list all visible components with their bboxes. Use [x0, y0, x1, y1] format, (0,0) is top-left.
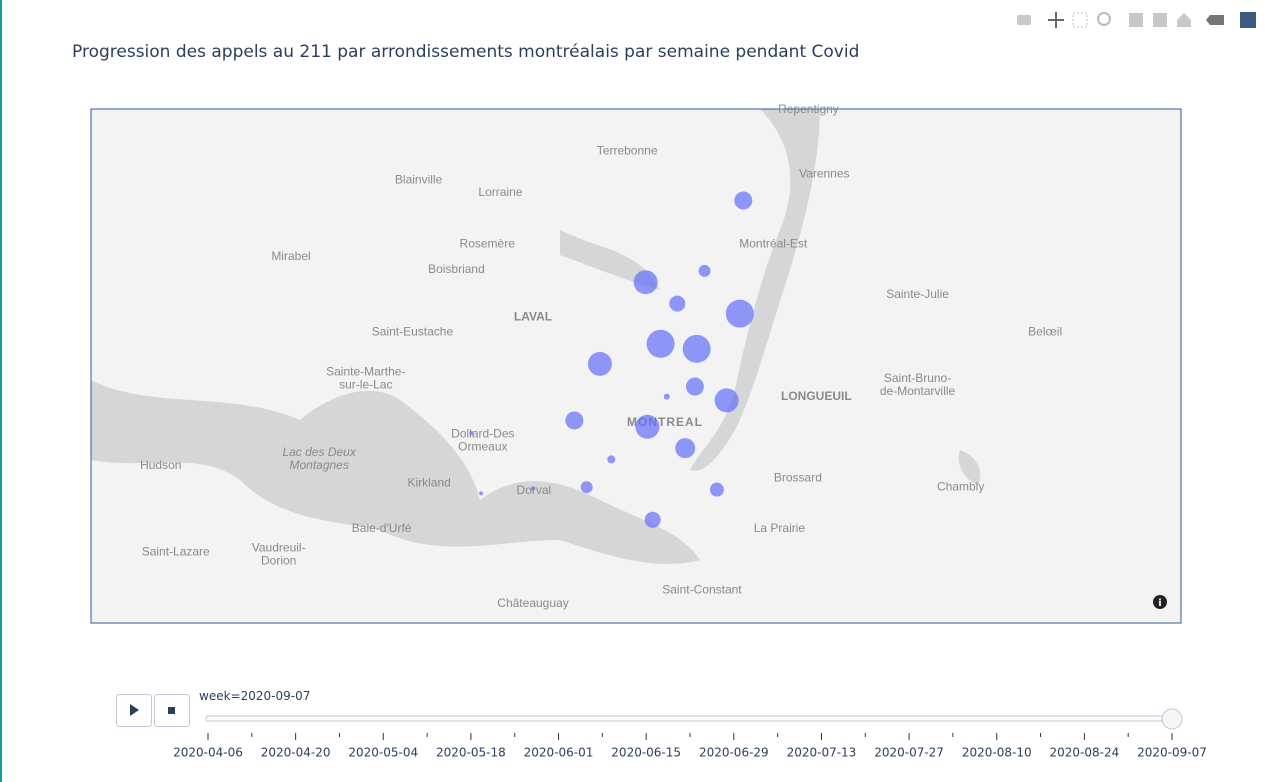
place-label: LONGUEUIL [781, 389, 852, 403]
place-label: Baie-d'Urfé [352, 521, 412, 535]
place-label: LAVAL [514, 310, 552, 324]
slider-tick-label: 2020-07-27 [874, 746, 944, 760]
info-button[interactable] [1153, 595, 1167, 609]
bubble [669, 295, 686, 312]
bubble [646, 329, 675, 358]
place-label: Châteauguay [497, 596, 568, 610]
bubble [587, 351, 612, 376]
play-icon[interactable] [130, 704, 139, 716]
place-label: Lac des Deux [282, 445, 356, 459]
place-label: Saint-Constant [662, 582, 742, 596]
bubble [531, 486, 535, 491]
bubble [682, 334, 711, 363]
bubble [565, 411, 584, 430]
slider-tick-label: 2020-08-24 [1049, 746, 1119, 760]
slider-value: 2020-09-07 [241, 689, 311, 703]
slider-tick-label: 2020-04-20 [261, 746, 331, 760]
place-label: Terrebonne [597, 144, 658, 158]
place-label: Montréal-Est [739, 237, 808, 251]
slider-tick-label: 2020-05-18 [436, 746, 506, 760]
slider-rail [205, 715, 1175, 722]
place-label: Rosemère [460, 237, 516, 251]
place-label: Hudson [140, 458, 181, 472]
slider-tick-label: 2020-06-01 [524, 746, 594, 760]
bubble [479, 491, 484, 496]
bubble [633, 270, 658, 295]
bubble [644, 511, 661, 528]
place-label: Kirkland [407, 476, 450, 490]
map-frame [90, 108, 1182, 624]
slider-prefix: week= [199, 689, 241, 703]
slider-tick-label: 2020-07-13 [787, 746, 857, 760]
place-label: Dollard-Des [451, 426, 514, 440]
place-label: sur-le-Lac [339, 378, 392, 392]
place-label: Mirabel [271, 249, 310, 263]
bubble [607, 455, 616, 464]
place-label: Repentigny [778, 102, 839, 116]
bubble [675, 438, 696, 459]
place-label: Boisbriand [428, 262, 485, 276]
place-label: Vaudreuil- [252, 541, 306, 555]
place-label: Montagnes [289, 458, 348, 472]
chart-title: Progression des appels au 211 par arrond… [72, 42, 859, 62]
place-label: Sainte-Julie [886, 287, 949, 301]
bubble [698, 264, 711, 277]
animation-controls [116, 694, 190, 727]
bubble [734, 191, 753, 210]
slider-tick-label: 2020-06-29 [699, 746, 769, 760]
water [91, 109, 981, 564]
bubble [709, 482, 724, 497]
bubble [725, 299, 754, 328]
slider-tick-label: 2020-05-04 [348, 746, 418, 760]
place-label: Chambly [937, 479, 984, 493]
place-label: Brossard [774, 470, 822, 484]
place-label: Lorraine [478, 185, 522, 199]
place-label: Blainville [395, 173, 443, 187]
bubble [469, 431, 474, 436]
slider-tick-label: 2020-04-06 [173, 746, 243, 760]
bubble [714, 388, 739, 413]
place-label: Ormeaux [458, 439, 507, 453]
slider-current-value: week=2020-09-07 [199, 689, 310, 703]
slider-handle[interactable] [1161, 708, 1183, 730]
slider-tick-label: 2020-06-15 [611, 746, 681, 760]
place-label: Saint-Lazare [142, 545, 210, 559]
place-label: Saint-Eustache [372, 325, 454, 339]
page-edge [0, 0, 2, 782]
stop-icon[interactable] [168, 707, 175, 714]
place-label: La Prairie [754, 521, 806, 535]
place-label: Dorion [261, 554, 296, 568]
place-label: Sainte-Marthe- [326, 365, 405, 379]
place-label: Varennes [799, 166, 849, 180]
bubble [663, 393, 670, 400]
place-label: Belœil [1028, 325, 1062, 339]
modebar [1017, 12, 1256, 28]
place-label: de-Montarville [880, 384, 956, 398]
bubble [635, 414, 660, 439]
info-icon[interactable]: i [1158, 598, 1161, 609]
place-label: Saint-Bruno- [884, 371, 951, 385]
slider-tick-label: 2020-09-07 [1137, 746, 1207, 760]
slider-tick-label: 2020-08-10 [962, 746, 1032, 760]
map: Repentigny Terrebonne Varennes Blainville Lo… [90, 102, 1182, 624]
bubble [580, 481, 593, 494]
bubble [685, 377, 704, 396]
